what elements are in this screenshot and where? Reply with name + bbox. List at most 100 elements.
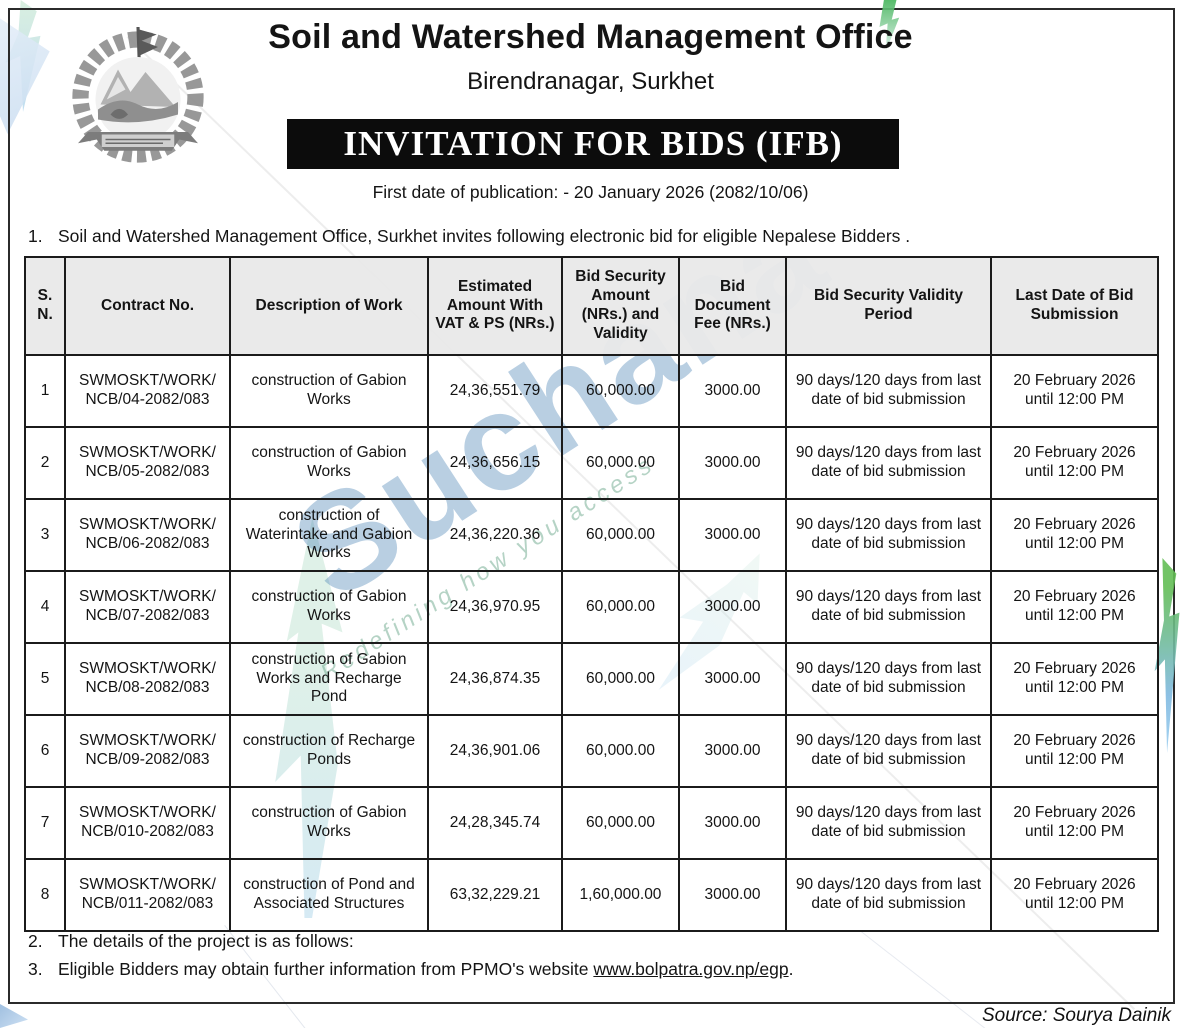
header-sn: S. N.	[24, 256, 66, 356]
bids-table: S. N. Contract No. Description of Work E…	[24, 256, 1159, 932]
cell-validity-period: 90 days/120 days from last date of bid s…	[785, 786, 992, 860]
cell-contract-no: SWMOSKT/WORK/ NCB/05-2082/083	[64, 426, 231, 500]
cell-description: construction of Recharge Ponds	[229, 714, 429, 788]
cell-validity-period: 90 days/120 days from last date of bid s…	[785, 570, 992, 644]
note-number: 3.	[28, 959, 43, 979]
ppmo-website-link[interactable]: www.bolpatra.gov.np/egp	[593, 959, 789, 979]
office-name-title: Soil and Watershed Management Office	[268, 18, 913, 56]
cell-description: construction of Gabion Works	[229, 570, 429, 644]
note-text: Eligible Bidders may obtain further info…	[58, 959, 594, 979]
cell-estimated-amount: 63,32,229.21	[427, 858, 563, 932]
cell-validity-period: 90 days/120 days from last date of bid s…	[785, 858, 992, 932]
cell-bid-security: 1,60,000.00	[561, 858, 680, 932]
cell-bid-security: 60,000.00	[561, 426, 680, 500]
source-credit: Source: Sourya Dainik	[981, 1005, 1171, 1026]
cell-estimated-amount: 24,36,901.06	[427, 714, 563, 788]
cell-sn: 5	[24, 642, 66, 716]
header-contract-no: Contract No.	[64, 256, 231, 356]
note-text: .	[788, 959, 794, 979]
cell-estimated-amount: 24,36,551.79	[427, 354, 563, 428]
cell-description: construction of Gabion Works and Recharg…	[229, 642, 429, 716]
nepal-emblem-logo-icon	[62, 22, 214, 177]
cell-bid-security: 60,000.00	[561, 786, 680, 860]
cell-description: construction of Gabion Works	[229, 786, 429, 860]
cell-document-fee: 3000.00	[678, 714, 787, 788]
cell-bid-security: 60,000.00	[561, 354, 680, 428]
cell-last-date: 20 February 2026 until 12:00 PM	[990, 858, 1159, 932]
cell-validity-period: 90 days/120 days from last date of bid s…	[785, 354, 992, 428]
cell-contract-no: SWMOSKT/WORK/ NCB/07-2082/083	[64, 570, 231, 644]
cell-last-date: 20 February 2026 until 12:00 PM	[990, 354, 1159, 428]
header-estimated-amount: Estimated Amount With VAT & PS (NRs.)	[427, 256, 563, 356]
note-number: 2.	[28, 931, 43, 951]
header-bid-security: Bid Security Amount (NRs.) and Validity	[561, 256, 680, 356]
note-item-1: 1. Soil and Watershed Management Office, …	[28, 226, 910, 247]
cell-description: construction of Gabion Works	[229, 354, 429, 428]
cell-sn: 6	[24, 714, 66, 788]
cell-estimated-amount: 24,36,656.15	[427, 426, 563, 500]
table-row: 6 SWMOSKT/WORK/ NCB/09-2082/083 construc…	[24, 714, 1159, 788]
cell-sn: 1	[24, 354, 66, 428]
cell-document-fee: 3000.00	[678, 858, 787, 932]
cell-document-fee: 3000.00	[678, 498, 787, 572]
table-row: 2 SWMOSKT/WORK/ NCB/05-2082/083 construc…	[24, 426, 1159, 500]
cell-validity-period: 90 days/120 days from last date of bid s…	[785, 426, 992, 500]
cell-contract-no: SWMOSKT/WORK/ NCB/010-2082/083	[64, 786, 231, 860]
header-description: Description of Work	[229, 256, 429, 356]
cell-sn: 3	[24, 498, 66, 572]
table-row: 7 SWMOSKT/WORK/ NCB/010-2082/083 constru…	[24, 786, 1159, 860]
cell-estimated-amount: 24,28,345.74	[427, 786, 563, 860]
header-validity-period: Bid Security Validity Period	[785, 256, 992, 356]
cell-validity-period: 90 days/120 days from last date of bid s…	[785, 642, 992, 716]
cell-last-date: 20 February 2026 until 12:00 PM	[990, 498, 1159, 572]
cell-validity-period: 90 days/120 days from last date of bid s…	[785, 498, 992, 572]
table-row: 8 SWMOSKT/WORK/ NCB/011-2082/083 constru…	[24, 858, 1159, 932]
note-number: 1.	[28, 226, 43, 246]
cell-document-fee: 3000.00	[678, 786, 787, 860]
header-last-date: Last Date of Bid Submission	[990, 256, 1159, 356]
table-row: 5 SWMOSKT/WORK/ NCB/08-2082/083 construc…	[24, 642, 1159, 716]
cell-contract-no: SWMOSKT/WORK/ NCB/08-2082/083	[64, 642, 231, 716]
note-text: The details of the project is as follows…	[58, 931, 354, 951]
cell-estimated-amount: 24,36,220.36	[427, 498, 563, 572]
cell-last-date: 20 February 2026 until 12:00 PM	[990, 642, 1159, 716]
ifb-banner-title: INVITATION FOR BIDS (IFB)	[287, 119, 899, 169]
cell-contract-no: SWMOSKT/WORK/ NCB/06-2082/083	[64, 498, 231, 572]
cell-bid-security: 60,000.00	[561, 498, 680, 572]
cell-validity-period: 90 days/120 days from last date of bid s…	[785, 714, 992, 788]
bids-table-body: 1 SWMOSKT/WORK/ NCB/04-2082/083 construc…	[24, 354, 1159, 932]
cell-last-date: 20 February 2026 until 12:00 PM	[990, 786, 1159, 860]
cell-description: construction of Waterintake and Gabion W…	[229, 498, 429, 572]
header-document-fee: Bid Document Fee (NRs.)	[678, 256, 787, 356]
cell-document-fee: 3000.00	[678, 570, 787, 644]
office-location: Birendranagar, Surkhet	[467, 68, 714, 95]
cell-estimated-amount: 24,36,970.95	[427, 570, 563, 644]
table-row: 4 SWMOSKT/WORK/ NCB/07-2082/083 construc…	[24, 570, 1159, 644]
table-row: 3 SWMOSKT/WORK/ NCB/06-2082/083 construc…	[24, 498, 1159, 572]
document-border	[8, 8, 1175, 1004]
cell-document-fee: 3000.00	[678, 642, 787, 716]
cell-bid-security: 60,000.00	[561, 714, 680, 788]
cell-last-date: 20 February 2026 until 12:00 PM	[990, 570, 1159, 644]
publication-date-line: First date of publication: - 20 January …	[372, 182, 809, 202]
cell-description: construction of Gabion Works	[229, 426, 429, 500]
cell-contract-no: SWMOSKT/WORK/ NCB/011-2082/083	[64, 858, 231, 932]
cell-last-date: 20 February 2026 until 12:00 PM	[990, 426, 1159, 500]
cell-bid-security: 60,000.00	[561, 570, 680, 644]
cell-sn: 4	[24, 570, 66, 644]
table-row: 1 SWMOSKT/WORK/ NCB/04-2082/083 construc…	[24, 354, 1159, 428]
cell-sn: 7	[24, 786, 66, 860]
cell-last-date: 20 February 2026 until 12:00 PM	[990, 714, 1159, 788]
cell-estimated-amount: 24,36,874.35	[427, 642, 563, 716]
cell-contract-no: SWMOSKT/WORK/ NCB/09-2082/083	[64, 714, 231, 788]
cell-bid-security: 60,000.00	[561, 642, 680, 716]
cell-document-fee: 3000.00	[678, 354, 787, 428]
cell-description: construction of Pond and Associated Stru…	[229, 858, 429, 932]
note-item-3: 3. Eligible Bidders may obtain further in…	[28, 959, 793, 980]
cell-sn: 2	[24, 426, 66, 500]
cell-document-fee: 3000.00	[678, 426, 787, 500]
note-item-2: 2. The details of the project is as follo…	[28, 931, 354, 952]
table-header-row: S. N. Contract No. Description of Work E…	[24, 256, 1159, 356]
